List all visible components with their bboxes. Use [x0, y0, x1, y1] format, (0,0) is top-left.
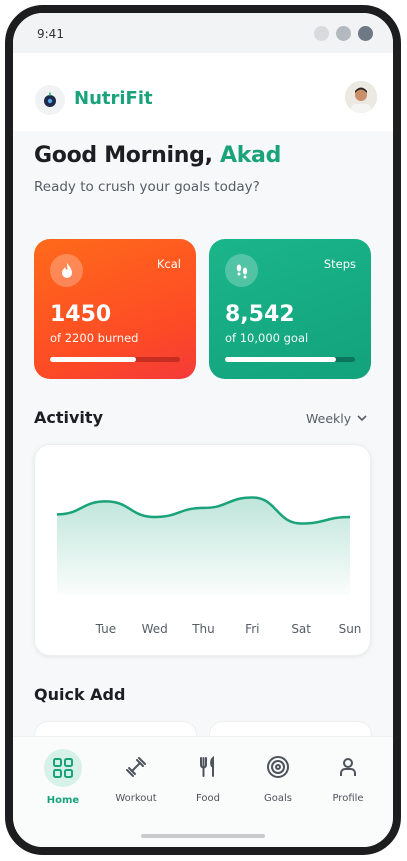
app-screen: 9:41 NutriFit Good Morning, Akad Ready t… [13, 13, 393, 847]
apple-logo-icon [44, 92, 56, 107]
phone-frame: 9:41 NutriFit Good Morning, Akad Ready t… [5, 5, 401, 855]
activity-area [57, 497, 350, 595]
x-tick-label-thu: Thu [191, 622, 215, 636]
user-photo [345, 81, 377, 113]
kcal-card[interactable]: Kcal 1450 of 2200 burned [34, 239, 196, 379]
fork-knife-icon [190, 749, 226, 785]
activity-title: Activity [34, 408, 103, 427]
steps-value: 8,542 [225, 302, 295, 327]
status-dot-3 [358, 26, 373, 41]
status-time: 9:41 [37, 27, 64, 41]
status-bar: 9:41 [13, 13, 393, 53]
target-icon [260, 749, 296, 785]
nav-profile-label: Profile [332, 793, 364, 804]
steps-subtext: of 10,000 goal [225, 331, 309, 345]
app-header: NutriFit [13, 53, 393, 131]
nav-workout-label: Workout [115, 793, 157, 804]
avatar[interactable] [345, 81, 377, 113]
nav-home-label: Home [46, 795, 80, 806]
brand-name: NutriFit [74, 88, 153, 109]
bottom-nav: Home Workout Food Goals [13, 736, 393, 847]
status-dot-1 [314, 26, 329, 41]
range-dropdown[interactable]: Weekly [306, 411, 367, 426]
steps-card[interactable]: Steps 8,542 of 10,000 goal [209, 239, 371, 379]
kcal-progress-bar [50, 357, 180, 362]
kcal-subtext: of 2200 burned [50, 331, 139, 345]
nav-profile[interactable]: Profile [313, 749, 383, 804]
nav-food[interactable]: Food [173, 749, 243, 804]
kcal-label: Kcal [156, 257, 181, 271]
steps-progress-bar [225, 357, 355, 362]
activity-chart-card: Tue Wed Thu Fri Sat Sun [34, 444, 371, 656]
x-tick-label-wed: Wed [142, 622, 168, 636]
nav-goals[interactable]: Goals [243, 749, 313, 804]
x-tick-label-sat: Sat [291, 622, 311, 636]
nav-food-label: Food [196, 793, 220, 804]
nav-workout[interactable]: Workout [101, 749, 171, 804]
quick-add-title: Quick Add [34, 685, 126, 704]
greeting-heading: Good Morning, Akad [34, 143, 281, 168]
kcal-progress-fill [50, 357, 136, 362]
steps-progress-fill [225, 357, 336, 362]
range-dropdown-label: Weekly [306, 411, 352, 426]
activity-chart: Tue Wed Thu Fri Sat Sun [56, 496, 362, 636]
greeting-subtitle: Ready to crush your goals today? [34, 179, 260, 195]
footprints-icon [225, 254, 258, 287]
greeting-prefix: Good Morning, [34, 143, 213, 168]
chevron-down-icon [357, 415, 367, 422]
steps-label: Steps [323, 257, 356, 271]
user-name: Akad [219, 143, 282, 168]
x-tick-label-tue: Tue [95, 622, 117, 636]
x-tick-label-sun: Sun [339, 622, 362, 636]
kcal-value: 1450 [50, 302, 112, 327]
x-tick-label-fri: Fri [245, 622, 259, 636]
app-logo [35, 85, 65, 115]
dumbbell-icon [118, 749, 154, 785]
nav-goals-label: Goals [264, 793, 292, 804]
activity-line [56, 496, 351, 525]
person-icon [330, 749, 366, 785]
grid-icon [44, 749, 82, 787]
nav-home[interactable]: Home [28, 749, 98, 806]
status-dot-2 [336, 26, 351, 41]
flame-icon [50, 254, 83, 287]
home-indicator [141, 834, 265, 838]
